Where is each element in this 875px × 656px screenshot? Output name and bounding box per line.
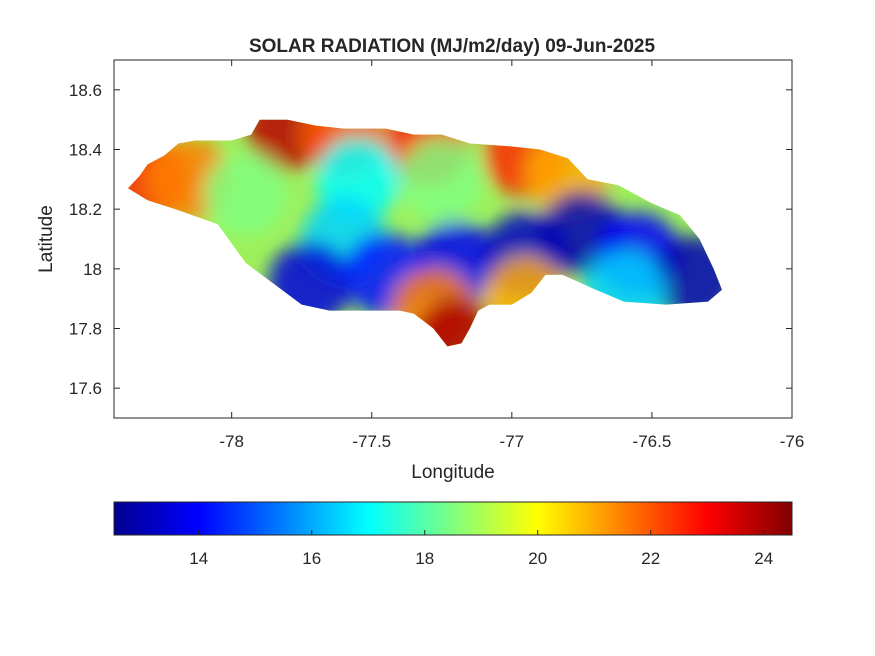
colorbar-ticks: 14 16 18 20 22 24 [189,530,773,568]
tick-label: 16 [302,549,321,568]
tick-label: -78 [219,432,244,451]
x-axis-label: Longitude [411,462,494,483]
tick-label: 18.4 [69,141,102,160]
tick-label: 14 [189,549,208,568]
tick-label: -77 [500,432,525,451]
field-feature [203,152,288,237]
colorbar [113,501,793,536]
tick-label: 17.8 [69,320,102,339]
map-title: SOLAR RADIATION (MJ/m2/day) 09-Jun-2025 [249,36,656,57]
y-axis-label: Latitude [36,205,57,273]
tick-label: 18 [83,260,102,279]
tick-label: -76 [780,432,805,451]
tick-label: 22 [641,549,660,568]
y-axis-ticks: 17.6 17.8 18 18.2 18.4 18.6 [69,81,792,398]
tick-label: 18.6 [69,81,102,100]
tick-label: -76.5 [633,432,672,451]
tick-label: 17.6 [69,379,102,398]
tick-label: 18 [415,549,434,568]
tick-label: 24 [754,549,773,568]
tick-label: -77.5 [352,432,391,451]
tick-label: 18.2 [69,200,102,219]
tick-label: 20 [528,549,547,568]
x-axis-ticks: -78 -77.5 -77 -76.5 -76 [219,60,804,451]
field-feature [399,137,484,222]
